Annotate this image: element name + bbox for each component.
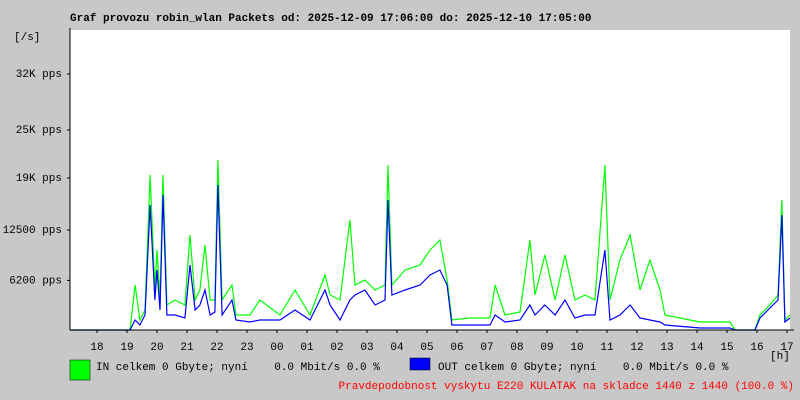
y-tick-label: 6200 pps [9, 275, 62, 287]
y-tick-label: 19K pps [16, 173, 62, 185]
footer: Pravdepodobnost vyskytu E220 KULATAK na … [339, 381, 794, 393]
x-tick-label: 12 [630, 342, 643, 354]
x-tick-label: 07 [480, 342, 493, 354]
chart-title: Graf provozu robin_wlan Packets od: 2025… [70, 13, 592, 25]
x-tick-label: 05 [420, 342, 433, 354]
x-tick-label: 04 [390, 342, 404, 354]
x-tick-label: 03 [360, 342, 373, 354]
x-tick-label: 15 [720, 342, 733, 354]
plot-area [70, 30, 790, 330]
y-unit: [/s] [14, 32, 40, 44]
x-tick-label: 20 [150, 342, 163, 354]
x-tick-label: 01 [300, 342, 314, 354]
x-tick-label: 09 [540, 342, 553, 354]
x-tick-label: 14 [690, 342, 704, 354]
x-tick-label: 06 [450, 342, 463, 354]
legend-label: OUT celkem 0 Gbyte; nyní 0.0 Mbit/s 0.0 … [438, 362, 729, 374]
x-tick-label: 13 [660, 342, 673, 354]
y-tick-label: 25K pps [16, 125, 62, 137]
x-tick-label: 10 [570, 342, 583, 354]
x-tick-label: 08 [510, 342, 523, 354]
x-tick-label: 02 [330, 342, 343, 354]
legend-swatch [409, 357, 431, 371]
y-tick-label: 12500 pps [3, 225, 62, 237]
x-tick-label: 11 [600, 342, 614, 354]
y-tick-label: 32K pps [16, 69, 62, 81]
legend-swatch [69, 359, 91, 381]
x-tick-label: 16 [750, 342, 763, 354]
x-tick-label: 19 [120, 342, 133, 354]
x-unit: [h] [770, 351, 790, 363]
x-tick-label: 22 [210, 342, 223, 354]
series-line [70, 184, 791, 331]
x-tick-label: 23 [240, 342, 253, 354]
x-tick-label: 00 [270, 342, 283, 354]
x-tick-label: 18 [90, 342, 103, 354]
x-tick-label: 21 [180, 342, 194, 354]
x-tick-label: 17 [780, 342, 793, 354]
legend-label: IN celkem 0 Gbyte; nyní 0.0 Mbit/s 0.0 % [96, 362, 380, 374]
